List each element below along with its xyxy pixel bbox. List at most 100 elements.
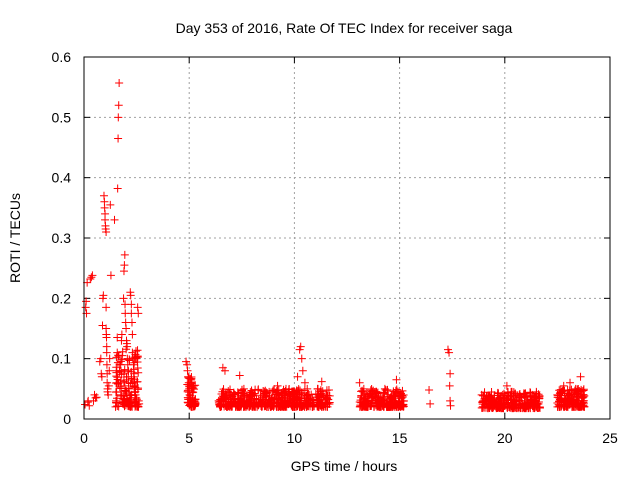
data-point: [390, 391, 399, 400]
data-point: [306, 396, 315, 405]
data-point: [185, 401, 194, 410]
x-axis-label: GPS time / hours: [291, 458, 398, 474]
data-point: [127, 318, 136, 327]
data-point: [216, 402, 225, 411]
data-point: [118, 355, 127, 364]
data-point: [120, 250, 129, 259]
data-point: [130, 358, 139, 367]
data-point: [114, 101, 123, 110]
data-point: [239, 402, 248, 411]
x-tick-label: 15: [392, 430, 408, 446]
data-point: [234, 389, 243, 398]
data-point: [488, 404, 497, 413]
data-point: [112, 379, 121, 388]
data-point: [114, 351, 123, 360]
data-point: [183, 366, 192, 375]
data-point: [82, 297, 91, 306]
data-point: [102, 303, 111, 312]
data-point: [493, 401, 502, 410]
data-point: [122, 388, 131, 397]
data-point: [190, 402, 199, 411]
y-tick-label: 0: [63, 411, 71, 427]
y-tick-label: 0.3: [52, 230, 72, 246]
data-point: [223, 388, 232, 397]
data-point: [260, 387, 269, 396]
data-point: [118, 347, 127, 356]
data-point: [88, 271, 97, 280]
data-point: [217, 389, 226, 398]
data-point: [183, 386, 192, 395]
data-point: [104, 390, 113, 399]
data-point: [356, 401, 365, 410]
data-point: [248, 402, 257, 411]
data-point: [112, 398, 121, 407]
data-point: [445, 381, 454, 390]
data-point: [271, 390, 280, 399]
x-tick-label: 0: [80, 430, 88, 446]
data-point: [250, 389, 259, 398]
data-point: [557, 402, 566, 411]
data-point: [131, 353, 140, 362]
data-point: [122, 373, 131, 382]
data-point: [114, 113, 123, 122]
data-point: [361, 394, 370, 403]
data-point: [114, 134, 123, 143]
data-point: [300, 378, 309, 387]
data-point: [310, 402, 319, 411]
data-point: [446, 401, 455, 410]
data-point: [507, 387, 516, 396]
data-point: [105, 354, 114, 363]
data-point: [115, 78, 124, 87]
data-point: [113, 373, 122, 382]
data-point: [134, 368, 143, 377]
y-axis-label: ROTI / TECUs: [7, 193, 23, 283]
data-point: [566, 378, 575, 387]
data-point: [302, 399, 311, 408]
data-point: [553, 393, 562, 402]
data-point: [115, 383, 124, 391]
data-point: [256, 391, 265, 400]
data-point: [513, 391, 522, 400]
data-point: [293, 372, 302, 381]
data-point: [235, 395, 244, 404]
data-point: [265, 395, 274, 404]
data-point: [133, 358, 142, 367]
data-point: [227, 397, 236, 406]
data-point: [272, 399, 281, 408]
data-points: [81, 78, 589, 413]
data-point: [131, 383, 140, 392]
data-point: [129, 365, 138, 374]
data-point: [374, 402, 383, 411]
data-point: [558, 387, 567, 396]
data-point: [318, 400, 327, 409]
plot-frame: [83, 56, 611, 420]
x-tick-label: 10: [287, 430, 303, 446]
data-point: [102, 227, 111, 236]
data-point: [133, 377, 142, 386]
data-point: [296, 342, 305, 351]
data-point: [502, 381, 511, 390]
data-point: [251, 398, 260, 407]
data-point: [220, 366, 229, 375]
x-tick-label: 25: [602, 430, 618, 446]
data-point: [357, 391, 366, 400]
data-point: [316, 390, 325, 399]
data-point: [286, 392, 295, 401]
y-tick-labels: 0 0.1 0.2 0.3 0.4 0.5 0.6: [52, 49, 72, 427]
x-tick-labels: 0 5 10 15 20 25: [80, 430, 618, 446]
data-point: [102, 360, 111, 369]
x-tick-label: 20: [497, 430, 513, 446]
data-point: [106, 200, 115, 209]
data-point: [321, 395, 330, 404]
data-point: [534, 404, 543, 413]
data-point: [129, 372, 138, 381]
data-point: [289, 401, 298, 410]
data-point: [86, 275, 95, 284]
axis-ticks: [83, 56, 611, 420]
data-point: [425, 386, 434, 395]
data-point: [261, 389, 270, 398]
data-point: [295, 395, 304, 404]
data-point: [118, 394, 127, 403]
data-point: [391, 392, 400, 401]
data-point: [235, 371, 244, 380]
